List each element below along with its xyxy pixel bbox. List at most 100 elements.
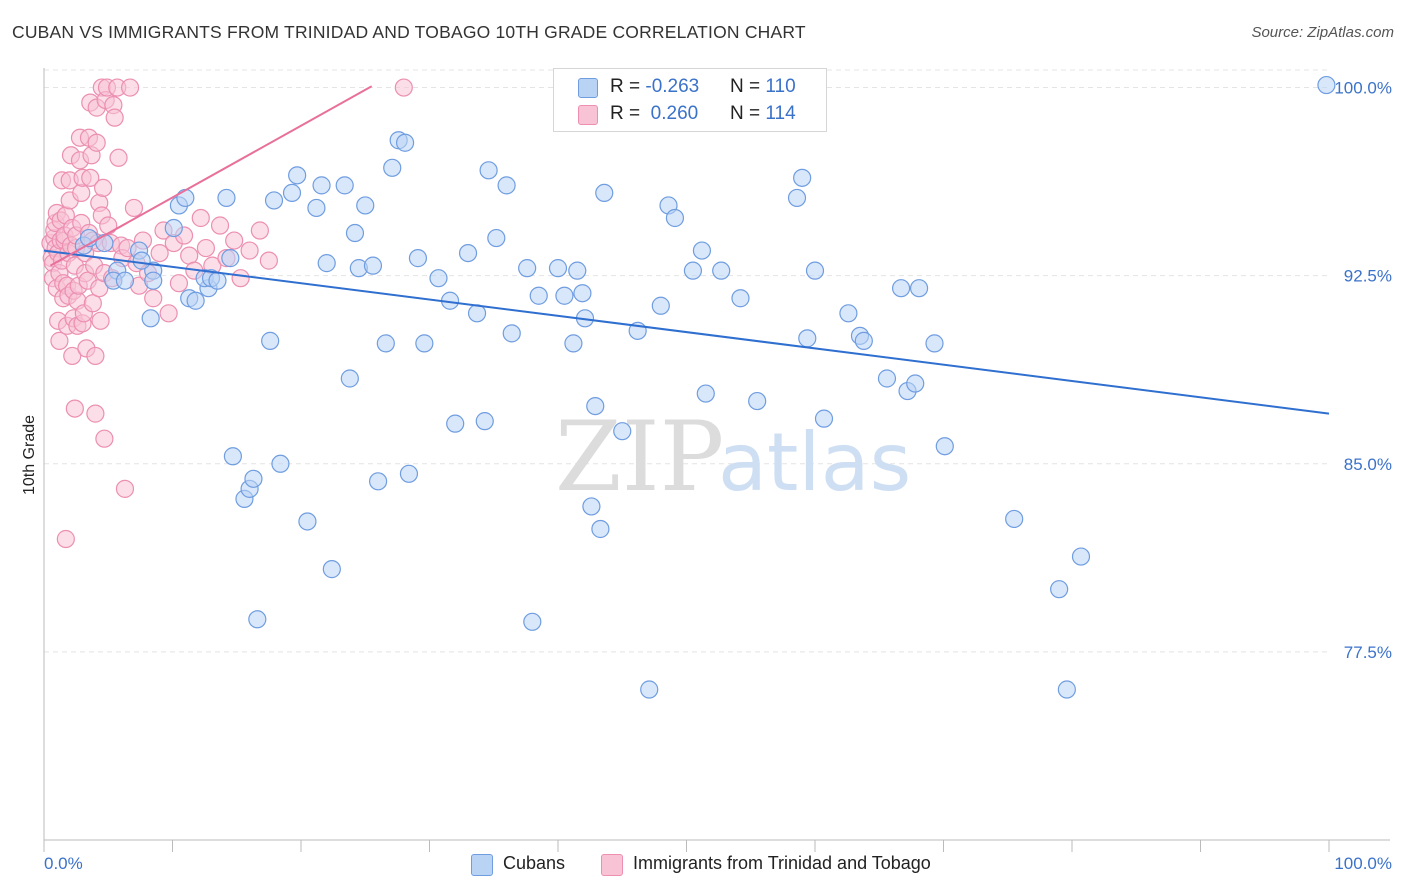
cubans-point (523, 612, 542, 631)
cubans-point (356, 196, 375, 215)
trinidad-point (159, 304, 178, 323)
trinidad-point (250, 221, 269, 240)
trinidad-point (81, 168, 100, 187)
cubans-point (261, 331, 280, 350)
cubans-point (665, 208, 685, 228)
cubans-point (787, 188, 807, 208)
cubans-point (176, 188, 195, 208)
cubans-point (415, 334, 434, 353)
trinidad-point (394, 78, 413, 97)
n-label: N = (730, 76, 766, 97)
trinidad-point (120, 78, 140, 97)
n-value: 114 (765, 103, 796, 124)
trinidad-point (231, 269, 250, 288)
trinidad-point (150, 243, 169, 263)
cubans-point (568, 261, 587, 280)
cubans-point (141, 309, 160, 328)
cubans-point (376, 334, 395, 353)
cubans-point (497, 176, 516, 195)
cubans-point (221, 249, 240, 268)
r-value: 0.260 (645, 103, 699, 124)
cubans-point (935, 437, 954, 456)
cubans-point (340, 369, 359, 388)
cubans-point (383, 158, 402, 177)
cubans-point (186, 291, 205, 310)
cubans-point (582, 497, 601, 516)
cubans-point (395, 133, 415, 152)
cubans-point (475, 412, 494, 431)
cubans-point (217, 188, 236, 208)
trinidad-point (109, 148, 128, 167)
legend-n-cubans: N = 110 (730, 76, 796, 98)
cubans-point (529, 286, 548, 305)
cubans-point (839, 304, 858, 323)
cubans-point (1317, 75, 1336, 95)
trinidad-point (86, 404, 105, 423)
cubans-point (312, 176, 331, 195)
cubans-point (854, 331, 873, 350)
cubans-point (223, 447, 242, 466)
cubans-point (307, 198, 326, 218)
r-label: R = (610, 76, 646, 97)
cubans-point (798, 329, 817, 348)
cubans-point (248, 610, 267, 629)
trinidad-point (87, 133, 106, 152)
source-label: Source: ZipAtlas.com (1251, 24, 1394, 41)
trinidad-point (63, 346, 82, 366)
cubans-point (651, 296, 670, 315)
trend-lines (43, 85, 1330, 415)
series-legend: Cubans Immigrants from Trinidad and Toba… (0, 853, 1406, 877)
trinidad-point (99, 216, 118, 235)
cubans-point (95, 233, 114, 253)
series-trinidad-tobago (41, 78, 413, 549)
trinidad-point (169, 274, 189, 293)
legend-r-trinidad: R = 0.260 (610, 103, 698, 125)
trinidad-point (240, 241, 259, 260)
cubans-point (891, 279, 911, 298)
cubans-point (613, 422, 632, 441)
cubans-point (1005, 509, 1024, 529)
cubans-point (399, 464, 419, 483)
legend-label-trinidad: Immigrants from Trinidad and Tobago (633, 853, 931, 873)
y-axis-label: 10th Grade (21, 415, 38, 495)
legend-label-cubans: Cubans (503, 853, 566, 873)
trinidad-point (95, 429, 114, 448)
cubans-point (244, 469, 263, 488)
cubans-point (132, 251, 151, 270)
y-tick-label: 77.5% (1344, 643, 1392, 662)
cubans-point (479, 161, 498, 180)
grid-lines (44, 69, 1329, 653)
cubans-point (335, 176, 354, 195)
trinidad-point (115, 479, 135, 498)
cubans-point (640, 680, 659, 699)
trinidad-point (94, 178, 113, 197)
cubans-point (164, 218, 183, 238)
cubans-point (573, 284, 592, 303)
y-tick-labels: 77.5% 85.0% 92.5% 100.0% (1334, 79, 1392, 662)
legend-row-cubans: R = -0.263 N = 110 (554, 73, 826, 101)
trinidad-point (105, 108, 124, 127)
y-tick-label: 92.5% (1344, 267, 1392, 286)
cubans-point (564, 334, 583, 353)
trinidad-point (65, 399, 84, 418)
y-tick-label: 100.0% (1334, 79, 1392, 98)
cubans-point (1057, 680, 1076, 699)
cubans-point (458, 243, 478, 263)
r-value: -0.263 (645, 76, 700, 97)
trinidad-point (191, 208, 210, 228)
cubans-point (909, 279, 929, 298)
trinidad-legend-swatch (601, 854, 623, 876)
cubans-point (317, 254, 336, 273)
cubans-point (591, 519, 610, 539)
y-tick-label: 85.0% (1344, 455, 1392, 474)
cubans-point (555, 286, 574, 305)
cubans-point (502, 324, 521, 343)
cubans-point (487, 228, 506, 248)
trinidad-point (144, 289, 163, 308)
trinidad-point (50, 331, 69, 350)
cubans-point (345, 223, 365, 243)
cubans-point (271, 454, 290, 473)
cubans-point (814, 409, 834, 428)
cubans-point (115, 271, 135, 290)
cubans-legend-swatch (471, 854, 493, 876)
